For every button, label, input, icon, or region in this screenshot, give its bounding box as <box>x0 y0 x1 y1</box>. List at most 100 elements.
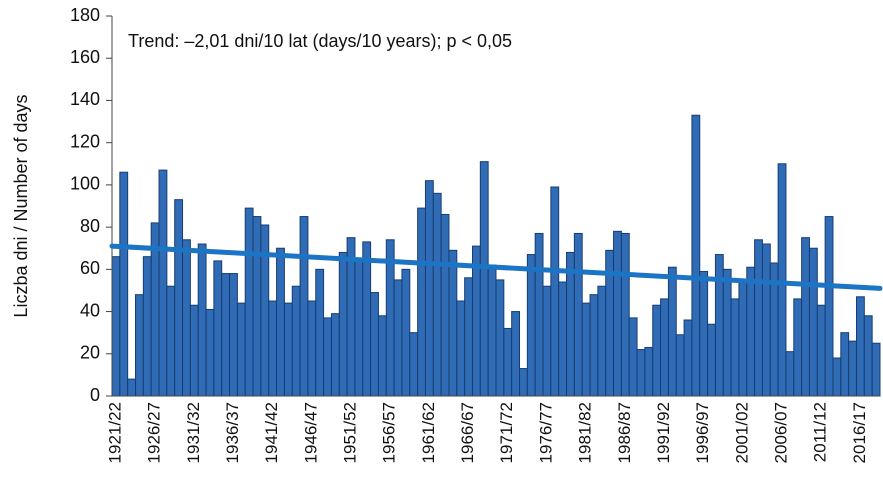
bar <box>252 216 262 397</box>
bar <box>519 368 528 397</box>
x-tick-label: 2001/02 <box>732 402 751 463</box>
x-tick-label: 1921/22 <box>105 402 124 463</box>
bar <box>777 163 787 397</box>
bar <box>597 285 607 397</box>
bar <box>338 251 348 397</box>
bar <box>675 334 685 397</box>
bar <box>424 180 434 397</box>
bar <box>456 300 466 397</box>
y-tick-label: 160 <box>70 47 100 67</box>
x-tick-label: 1951/52 <box>341 402 360 463</box>
x-tick-label: 1961/62 <box>419 402 438 463</box>
bar <box>142 256 152 397</box>
bar <box>738 281 748 397</box>
x-tick-label: 1946/47 <box>301 402 320 463</box>
bar <box>691 114 701 397</box>
y-tick-label: 40 <box>80 300 100 320</box>
bar <box>205 308 215 397</box>
bar <box>213 260 223 397</box>
x-tick-label: 1971/72 <box>497 402 516 463</box>
bar <box>487 264 497 397</box>
bar <box>299 216 309 397</box>
bar <box>479 161 489 397</box>
bar <box>432 192 442 397</box>
bar <box>268 300 278 397</box>
y-axis-label: Liczba dni / Number of days <box>11 94 31 317</box>
annotation: Trend: –2,01 dni/10 lat (days/10 years);… <box>128 31 512 51</box>
bar <box>276 247 285 397</box>
y-tick-label: 80 <box>80 216 100 236</box>
bar <box>699 270 709 397</box>
x-tick-label: 2006/07 <box>772 402 791 463</box>
bar <box>628 317 638 397</box>
x-tick-label: 1941/42 <box>262 402 281 463</box>
bar <box>166 285 176 397</box>
bar <box>746 266 756 397</box>
bar <box>174 199 184 397</box>
x-tick-label: 1976/77 <box>536 402 555 463</box>
x-tick-label: 1926/27 <box>145 402 164 463</box>
bar <box>581 302 591 397</box>
bar <box>832 357 842 397</box>
bar <box>644 346 654 397</box>
bar <box>244 207 254 397</box>
bar <box>377 315 387 397</box>
bar <box>863 315 873 397</box>
bar <box>707 323 716 397</box>
bar <box>182 239 191 397</box>
bar <box>158 169 168 397</box>
bar <box>236 302 246 397</box>
x-tick-label: 1936/37 <box>223 402 242 463</box>
x-tick-label: 2016/17 <box>850 402 869 463</box>
bar <box>808 247 818 397</box>
y-tick-label: 60 <box>80 258 100 278</box>
x-tick-label: 2011/12 <box>811 402 830 462</box>
x-tick-label: 1966/67 <box>458 402 477 463</box>
bar <box>840 332 850 397</box>
bar <box>566 251 575 397</box>
bar <box>229 273 238 397</box>
bar <box>871 342 881 397</box>
y-tick-label: 120 <box>70 131 100 151</box>
bar <box>307 300 317 397</box>
bar <box>440 213 450 397</box>
bar <box>793 298 803 397</box>
x-tick-label: 1931/32 <box>184 402 203 463</box>
bar <box>816 304 826 397</box>
bar <box>761 243 771 397</box>
bar <box>636 349 646 397</box>
bar <box>495 279 505 397</box>
bar <box>667 266 677 397</box>
bar <box>824 216 834 397</box>
bar <box>542 285 552 397</box>
bar <box>448 249 458 397</box>
bar <box>417 207 426 397</box>
bar <box>589 294 599 397</box>
bar <box>197 243 207 397</box>
y-tick-label: 140 <box>70 89 100 109</box>
bar <box>401 268 411 397</box>
bar <box>503 327 513 397</box>
bar <box>558 281 568 397</box>
bar <box>660 298 669 397</box>
bar <box>534 232 544 397</box>
bar <box>620 232 630 397</box>
bar <box>511 311 521 397</box>
bar <box>464 277 473 397</box>
x-tick-label: 1956/57 <box>380 402 399 463</box>
bar <box>119 171 129 397</box>
bar <box>393 279 403 397</box>
bar <box>754 239 763 397</box>
bar <box>801 237 810 397</box>
y-tick-label: 180 <box>70 5 100 25</box>
bar <box>370 292 379 397</box>
bar <box>409 332 419 397</box>
bar <box>855 296 865 397</box>
bar <box>283 302 293 397</box>
y-tick-label: 100 <box>70 174 100 194</box>
bar <box>221 273 231 397</box>
bar <box>330 313 340 397</box>
bar <box>722 268 732 397</box>
x-tick-label: 1981/82 <box>576 402 595 463</box>
bar <box>785 351 795 397</box>
